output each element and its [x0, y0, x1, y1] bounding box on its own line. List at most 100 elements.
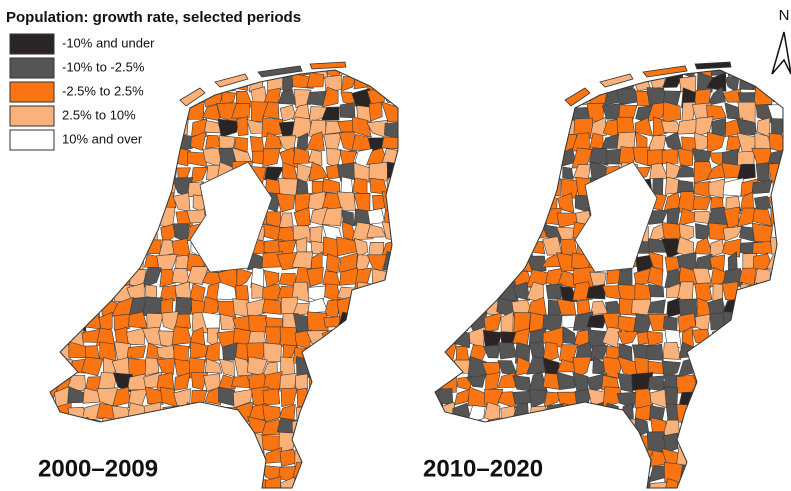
municipality [646, 343, 664, 361]
municipality [528, 388, 548, 409]
municipality [70, 416, 89, 437]
municipality [767, 401, 783, 424]
municipality [142, 71, 164, 93]
municipality [53, 313, 73, 333]
municipality [174, 296, 193, 318]
municipality [766, 357, 783, 373]
municipality [141, 267, 163, 289]
municipality [295, 405, 310, 424]
municipality [369, 285, 389, 304]
municipality [662, 432, 679, 454]
municipality [768, 132, 783, 154]
municipality [677, 118, 699, 135]
municipality [710, 403, 729, 424]
municipality [781, 148, 783, 168]
municipality [67, 281, 88, 302]
municipality [396, 359, 398, 379]
municipality [452, 253, 474, 269]
municipality [231, 374, 252, 388]
municipality [435, 269, 444, 286]
municipality [157, 150, 177, 167]
municipality [382, 90, 398, 103]
municipality [546, 461, 558, 483]
municipality [601, 449, 619, 466]
municipality [435, 299, 443, 318]
municipality [293, 147, 311, 165]
municipality [402, 422, 419, 439]
municipality [781, 237, 783, 258]
municipality [768, 450, 783, 466]
municipality [171, 70, 193, 79]
municipality [468, 222, 484, 243]
municipality [159, 268, 177, 288]
municipality [497, 118, 519, 137]
municipality [664, 478, 681, 488]
municipality [526, 433, 544, 449]
municipality [466, 70, 488, 79]
municipality [82, 237, 103, 255]
municipality [695, 253, 713, 271]
municipality [559, 71, 578, 90]
municipality [751, 70, 771, 77]
municipality [396, 225, 398, 244]
municipality [498, 207, 516, 227]
municipality [676, 164, 695, 178]
municipality [186, 266, 209, 285]
municipality [190, 166, 209, 183]
municipality [469, 419, 485, 439]
municipality [82, 252, 102, 273]
municipality [451, 237, 469, 259]
municipality [204, 341, 220, 363]
municipality [681, 477, 698, 488]
municipality [354, 388, 371, 409]
municipality [436, 236, 458, 256]
municipality [706, 131, 725, 154]
municipality [340, 330, 358, 349]
municipality [381, 221, 398, 242]
municipality [202, 404, 222, 422]
municipality [467, 134, 486, 149]
municipality [436, 435, 454, 453]
municipality [454, 388, 472, 406]
municipality [544, 433, 562, 453]
municipality [175, 451, 194, 468]
municipality [542, 73, 564, 90]
municipality [532, 72, 548, 90]
municipality [646, 101, 669, 123]
municipality [201, 466, 223, 481]
municipality [481, 70, 502, 79]
municipality [367, 479, 389, 488]
municipality [497, 164, 516, 178]
municipality [435, 342, 441, 359]
municipality [382, 302, 398, 317]
municipality [143, 417, 163, 438]
municipality [308, 149, 323, 167]
municipality [235, 285, 250, 303]
municipality [217, 300, 237, 319]
municipality [439, 132, 455, 152]
municipality [85, 163, 101, 183]
municipality [574, 431, 590, 454]
municipality [752, 208, 773, 227]
municipality [399, 438, 417, 452]
municipality [469, 287, 488, 304]
municipality [781, 134, 783, 151]
municipality [146, 431, 162, 452]
municipality [634, 117, 653, 137]
municipality [219, 313, 237, 330]
municipality [278, 88, 297, 105]
municipality [752, 435, 773, 452]
municipality [662, 341, 682, 360]
municipality [176, 116, 189, 137]
municipality [513, 417, 532, 438]
municipality [572, 371, 589, 392]
municipality [647, 299, 666, 314]
municipality [616, 431, 638, 451]
municipality [782, 176, 783, 197]
municipality [439, 341, 457, 361]
municipality [723, 342, 744, 361]
municipality [66, 252, 85, 270]
municipality [693, 132, 712, 153]
municipality [205, 448, 220, 465]
municipality [772, 179, 783, 195]
